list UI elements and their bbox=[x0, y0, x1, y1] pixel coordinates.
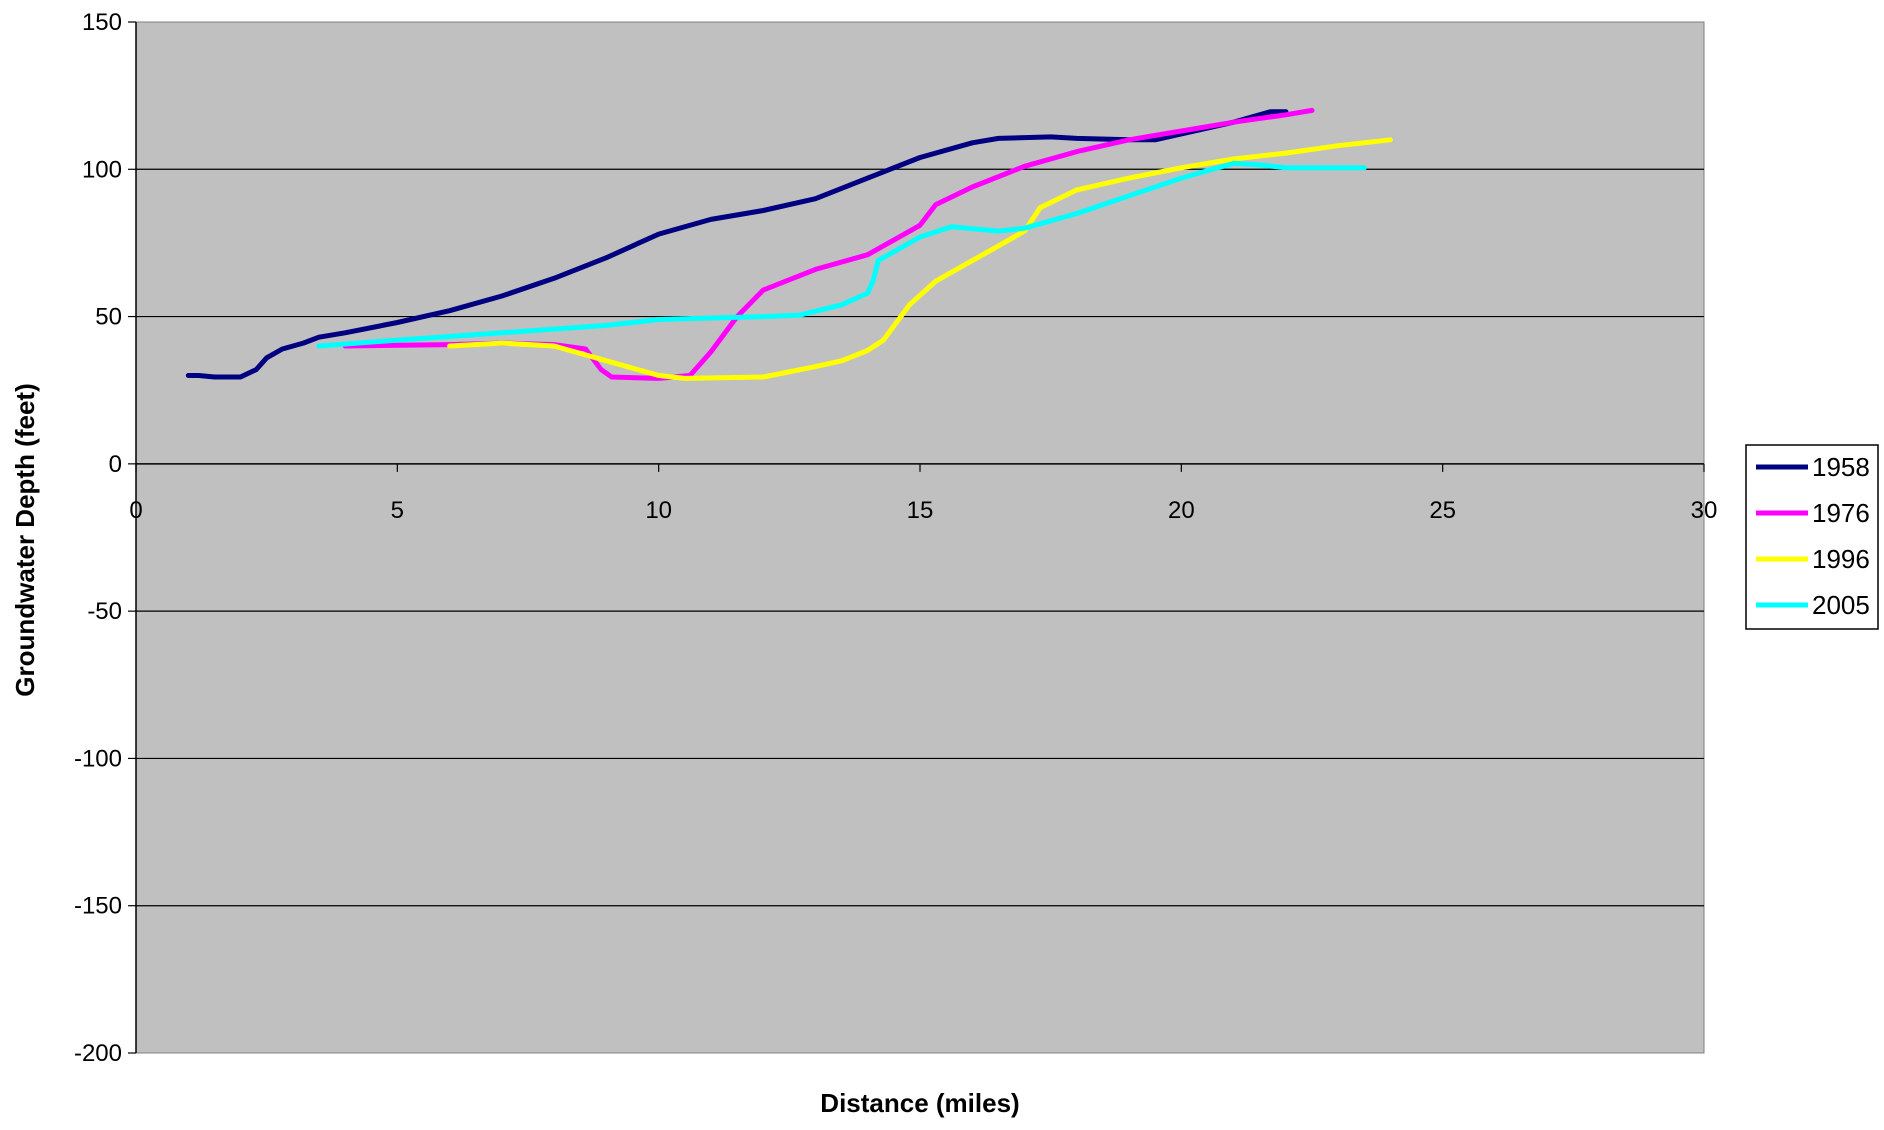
y-tick-label: -200 bbox=[74, 1040, 122, 1067]
tick-labels: 150 100 50 0 -50 -100 -150 -200 0 5 10 15 20 25 30 bbox=[74, 9, 1717, 1067]
x-axis-title: Distance (miles) bbox=[820, 1088, 1019, 1118]
series-line-1996 bbox=[447, 137, 1393, 381]
legend-label-1996: 1996 bbox=[1812, 544, 1870, 574]
x-tick-label: 30 bbox=[1691, 497, 1718, 524]
plot-area bbox=[135, 21, 1705, 1054]
axes bbox=[128, 21, 1705, 1054]
legend-label-1976: 1976 bbox=[1812, 498, 1870, 528]
x-tick-label: 0 bbox=[129, 497, 142, 524]
legend-label-1958: 1958 bbox=[1812, 452, 1870, 482]
x-tick-label: 20 bbox=[1168, 497, 1195, 524]
y-tick-label: 0 bbox=[109, 451, 122, 478]
series-lines bbox=[185, 107, 1393, 381]
y-tick-label: -50 bbox=[87, 598, 122, 625]
series-line-1976 bbox=[342, 107, 1315, 381]
series-line-2005 bbox=[316, 160, 1367, 349]
y-tick-label: -150 bbox=[74, 893, 122, 920]
legend: 1958 1976 1996 2005 bbox=[1745, 444, 1879, 630]
x-tick-label: 5 bbox=[391, 497, 404, 524]
x-tick-label: 15 bbox=[907, 497, 934, 524]
y-axis-title: Groundwater Depth (feet) bbox=[10, 383, 40, 696]
y-tick-label: 100 bbox=[82, 156, 122, 183]
legend-label-2005: 2005 bbox=[1812, 590, 1870, 620]
x-tick-label: 10 bbox=[645, 497, 672, 524]
y-tick-label: 50 bbox=[95, 304, 122, 331]
y-tick-label: 150 bbox=[82, 9, 122, 36]
legend-box bbox=[1745, 444, 1879, 630]
x-tick-label: 25 bbox=[1429, 497, 1456, 524]
y-tick-label: -100 bbox=[74, 745, 122, 772]
gridlines bbox=[136, 168, 1704, 907]
